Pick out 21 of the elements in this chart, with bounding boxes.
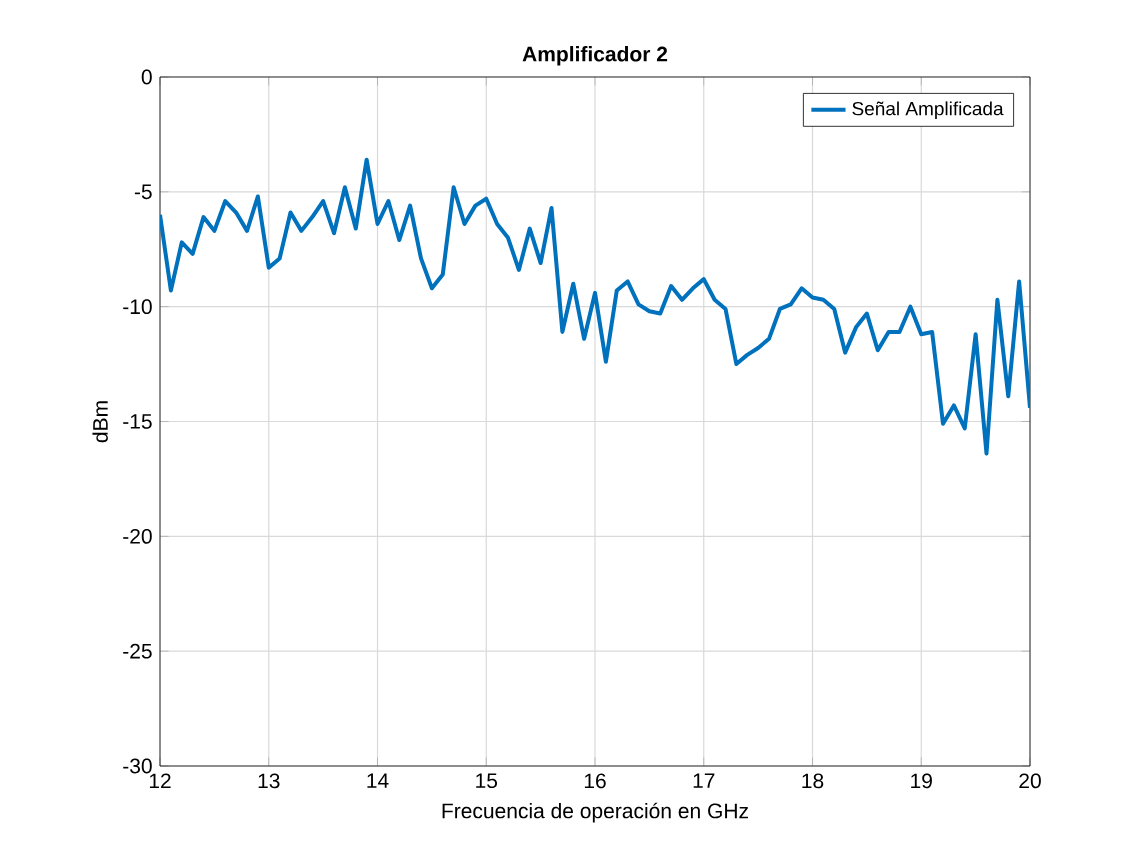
y-tick-label: -5 bbox=[134, 184, 152, 200]
x-tick-label: 14 bbox=[367, 773, 389, 788]
y-tick-label: -25 bbox=[123, 643, 152, 659]
x-tick-label: 19 bbox=[911, 773, 932, 789]
y-tick-label: -20 bbox=[123, 528, 152, 544]
x-tick-label: 12 bbox=[149, 773, 171, 789]
chart-title: Amplificador 2 bbox=[522, 46, 668, 66]
x-tick-label: 13 bbox=[258, 773, 280, 789]
y-tick-label: -30 bbox=[123, 758, 152, 774]
line-series bbox=[160, 157, 1030, 456]
x-tick-label: 16 bbox=[584, 773, 606, 789]
y-tick-label: -10 bbox=[123, 299, 152, 315]
y-tick-label: 0 bbox=[141, 69, 152, 85]
x-tick-label: 17 bbox=[693, 773, 715, 788]
x-tick-label: 18 bbox=[802, 773, 824, 789]
legend-label: Señal Amplificada bbox=[852, 101, 1004, 120]
x-tick-label: 15 bbox=[476, 773, 498, 789]
y-tick-label: -15 bbox=[123, 414, 152, 429]
y-axis-title: dBm bbox=[92, 401, 108, 443]
x-axis-title: Frecuencia de operación en GHz bbox=[442, 802, 748, 823]
x-tick-label: 20 bbox=[1019, 773, 1041, 789]
